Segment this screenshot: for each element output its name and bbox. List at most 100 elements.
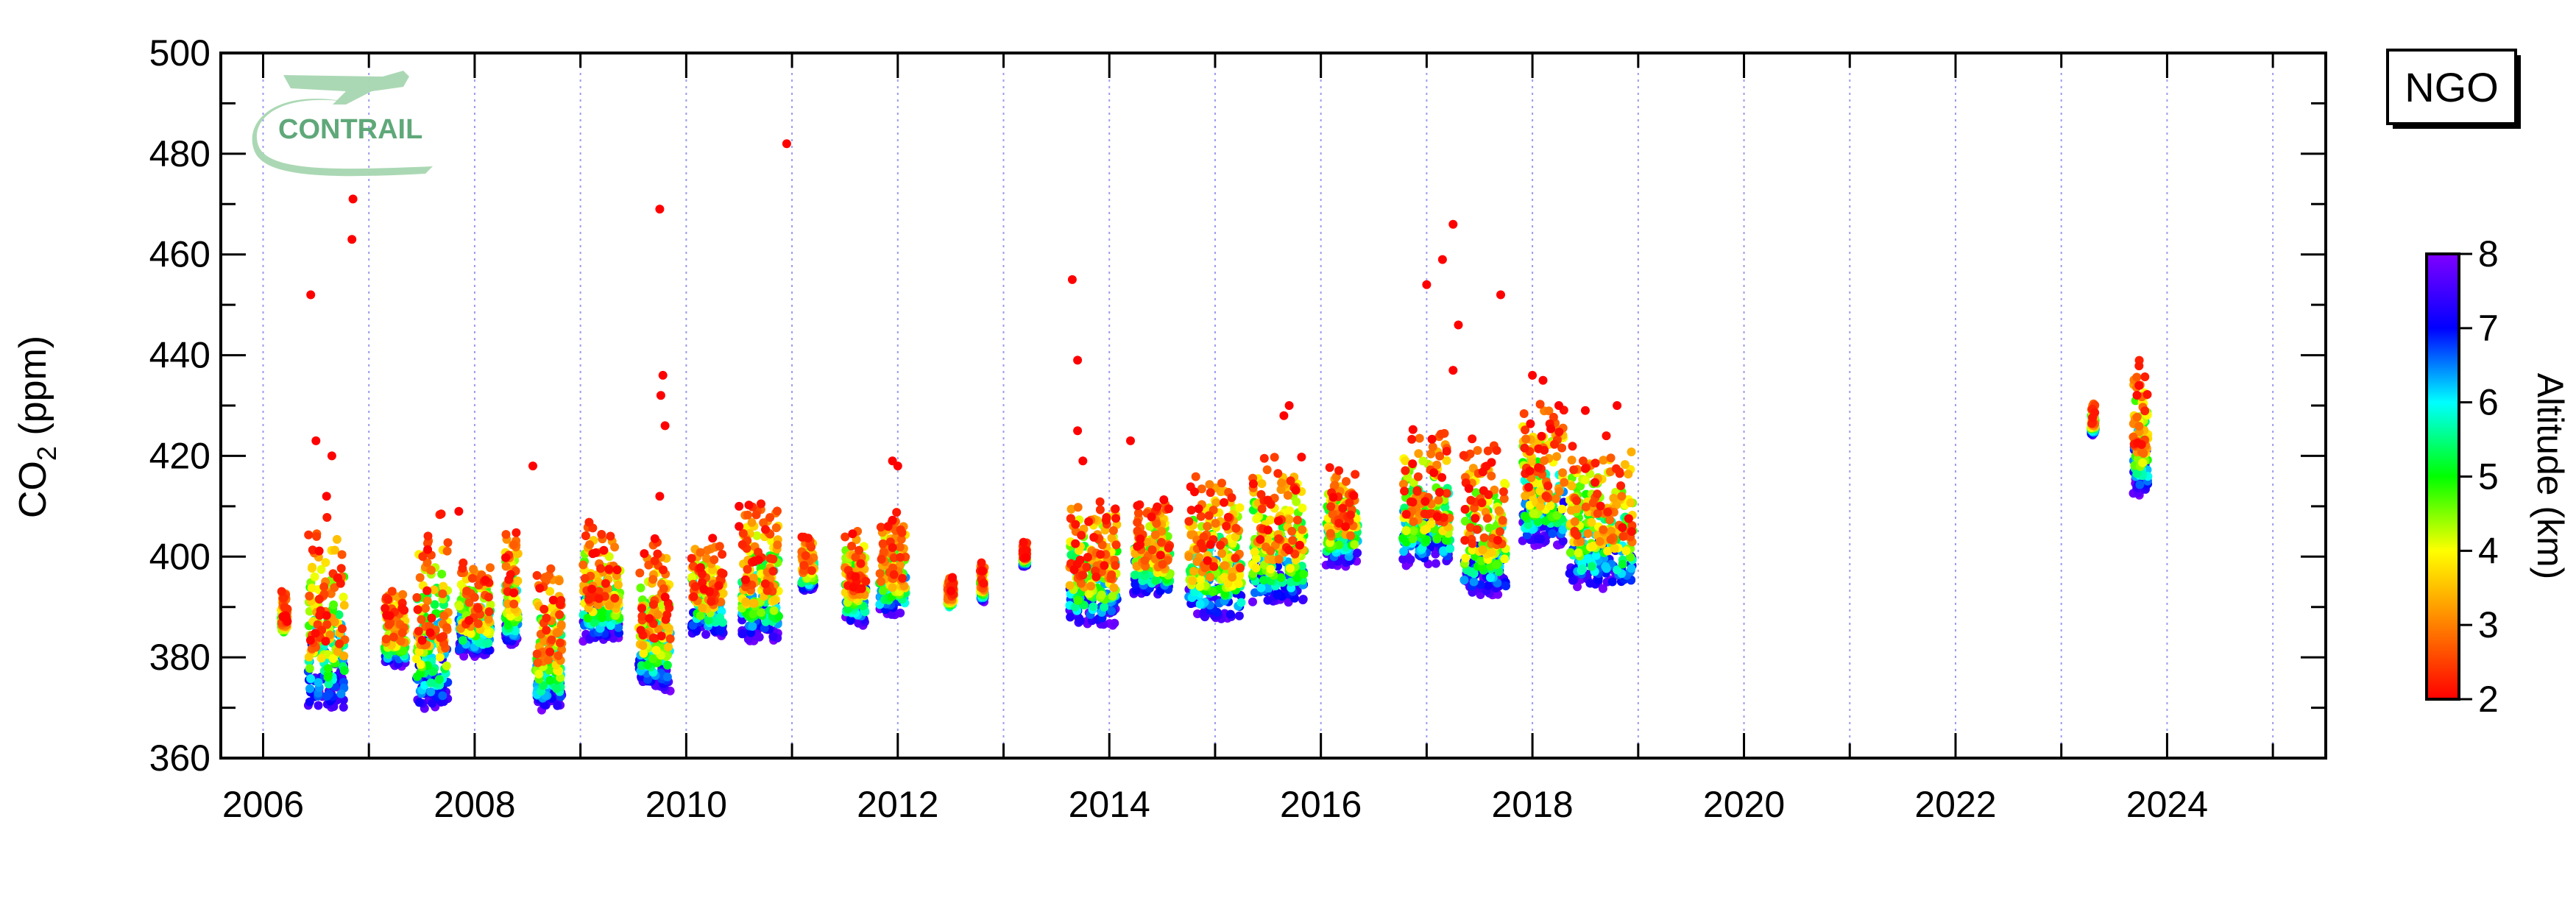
data-point	[412, 654, 421, 664]
data-point	[1292, 515, 1302, 525]
data-point	[1283, 491, 1292, 500]
data-point	[1598, 584, 1607, 593]
data-point	[1494, 567, 1504, 576]
data-point	[1190, 587, 1200, 597]
data-point	[597, 530, 606, 539]
data-point	[1468, 539, 1477, 548]
data-point	[1609, 493, 1618, 503]
data-point	[443, 538, 453, 548]
data-point	[470, 592, 479, 602]
data-point	[762, 586, 772, 595]
data-point	[737, 629, 747, 639]
data-point	[841, 532, 850, 542]
data-point	[1587, 562, 1596, 571]
data-point	[1398, 534, 1408, 543]
data-point	[1409, 517, 1418, 526]
data-point	[2134, 422, 2144, 431]
data-point	[1084, 589, 1094, 598]
data-point	[1460, 517, 1470, 526]
data-point	[1627, 447, 1636, 456]
data-point	[710, 555, 719, 565]
data-point	[1191, 472, 1200, 481]
data-point	[337, 624, 347, 634]
data-point	[1231, 523, 1241, 533]
data-point	[1287, 526, 1297, 536]
data-point	[442, 661, 451, 670]
data-point	[1617, 492, 1627, 501]
data-point	[1415, 434, 1424, 443]
data-point	[455, 601, 464, 611]
data-point	[1130, 579, 1140, 589]
data-point	[1546, 501, 1555, 510]
data-point	[428, 698, 437, 708]
data-point	[1549, 412, 1558, 422]
data-point	[397, 628, 407, 637]
data-point	[648, 654, 658, 664]
data-point	[396, 637, 406, 646]
data-point	[555, 610, 565, 620]
data-point	[1569, 465, 1579, 475]
data-point	[1485, 523, 1494, 533]
data-point	[442, 546, 452, 556]
data-point	[329, 600, 339, 609]
data-point	[1587, 517, 1596, 527]
data-point	[314, 678, 323, 687]
data-point	[319, 582, 329, 592]
data-point	[1436, 429, 1446, 439]
data-point	[1196, 575, 1206, 584]
data-point	[1570, 528, 1579, 538]
data-point	[896, 608, 905, 618]
data-point	[1276, 573, 1286, 582]
data-point	[1599, 525, 1608, 534]
data-point	[1158, 559, 1167, 569]
data-point	[743, 510, 752, 520]
data-point	[280, 603, 289, 612]
data-point	[414, 647, 424, 657]
data-point	[546, 564, 556, 573]
data-point	[1585, 578, 1595, 588]
data-point	[1066, 504, 1076, 514]
data-point	[879, 548, 888, 556]
data-point	[1548, 529, 1557, 538]
data-point	[1208, 587, 1217, 596]
data-point	[1263, 535, 1273, 545]
data-point	[1588, 542, 1598, 551]
data-point	[1554, 486, 1564, 496]
data-point	[878, 586, 888, 595]
data-point	[423, 539, 432, 548]
data-point	[1152, 519, 1161, 528]
data-point	[1442, 489, 1451, 498]
data-point	[547, 635, 556, 645]
data-point	[715, 542, 724, 551]
data-point	[1398, 479, 1408, 489]
data-point	[897, 528, 907, 537]
data-point	[801, 551, 810, 560]
data-point	[1487, 471, 1496, 481]
data-point	[556, 620, 566, 629]
data-point	[664, 643, 673, 652]
data-point	[1624, 470, 1633, 479]
data-point	[1602, 564, 1611, 573]
data-point	[1541, 492, 1551, 500]
data-point	[538, 681, 548, 690]
data-point	[459, 651, 469, 661]
data-point	[1533, 534, 1543, 544]
data-point	[439, 581, 448, 591]
data-point	[1401, 526, 1411, 536]
data-point	[328, 654, 338, 663]
data-point	[1195, 599, 1205, 609]
data-points	[277, 139, 2153, 715]
data-point	[1107, 606, 1117, 616]
data-point	[1566, 506, 1576, 515]
data-point	[1292, 497, 1301, 506]
data-point	[484, 615, 493, 624]
data-point	[1346, 531, 1356, 540]
data-point	[847, 542, 857, 551]
data-point	[737, 615, 747, 625]
data-point	[1234, 572, 1244, 581]
data-point	[614, 580, 623, 590]
data-point	[854, 545, 864, 555]
data-point	[662, 660, 672, 670]
data-point	[1621, 546, 1631, 556]
data-point	[545, 676, 555, 685]
